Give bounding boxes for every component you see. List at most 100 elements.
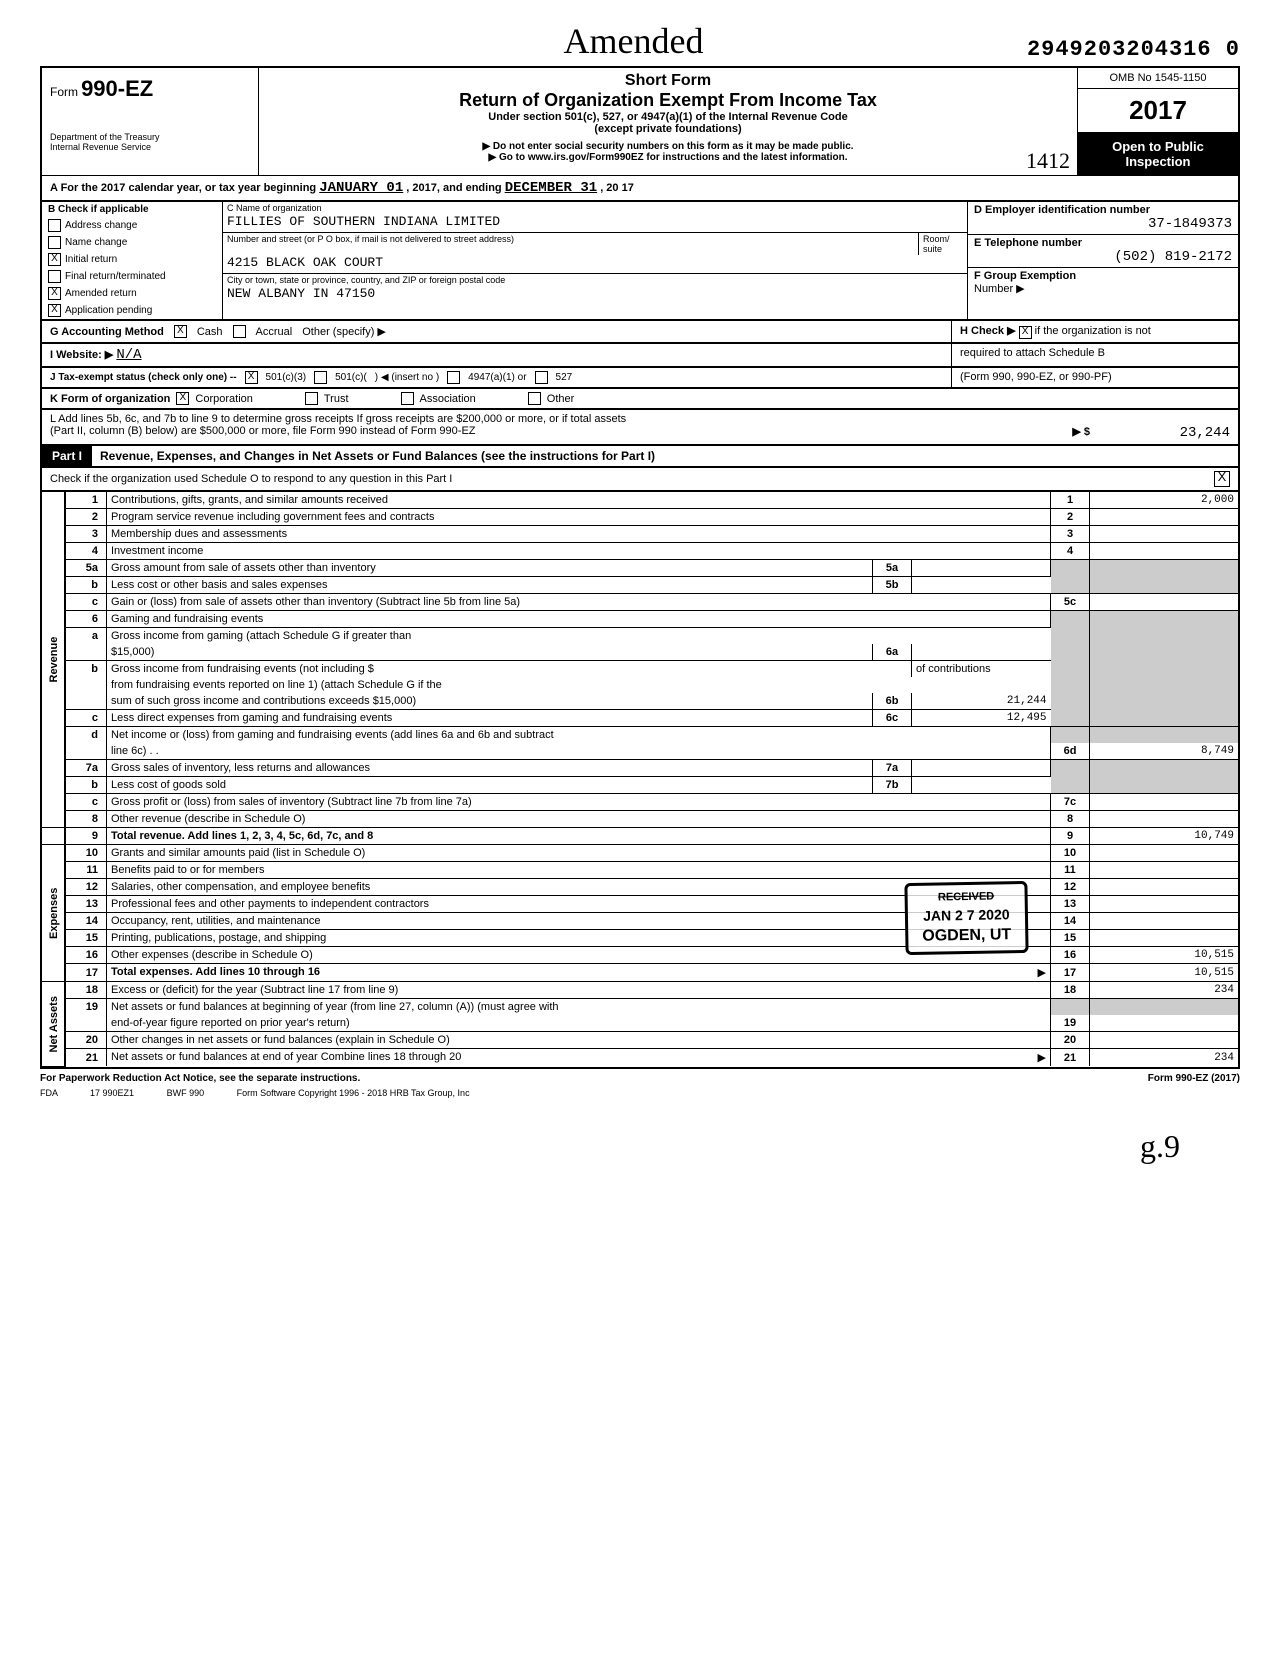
section-a: A For the 2017 calendar year, or tax yea… xyxy=(40,175,1240,202)
line-9-desc: Total revenue. Add lines 1, 2, 3, 4, 5c,… xyxy=(107,828,1051,845)
org-name-label: C Name of organization xyxy=(223,202,967,214)
line-6d-amt[interactable]: 8,749 xyxy=(1090,743,1239,760)
stamp-date: JAN 2 7 2020 xyxy=(922,906,1011,924)
label-other-org: Other xyxy=(547,393,575,405)
line-l-arrow: ▶ $ xyxy=(1072,425,1090,441)
part-1-table: Revenue 1Contributions, gifts, grants, a… xyxy=(42,492,1238,1067)
section-a-mid: , 2017, and ending xyxy=(406,182,501,194)
checkbox-final-return[interactable] xyxy=(48,270,61,283)
line-5a-desc: Gross amount from sale of assets other t… xyxy=(107,560,873,577)
line-6c-amt[interactable]: 12,495 xyxy=(912,710,1051,727)
line-1-amt[interactable]: 2,000 xyxy=(1090,492,1239,509)
line-19-desc2: end-of-year figure reported on prior yea… xyxy=(107,1015,1051,1032)
checkbox-h[interactable]: X xyxy=(1019,326,1032,339)
part-1-tag: Part I xyxy=(42,446,92,466)
line-10-desc: Grants and similar amounts paid (list in… xyxy=(107,845,1051,862)
checkbox-4947a1[interactable] xyxy=(447,371,460,384)
col-b-header: B Check if applicable xyxy=(42,202,222,217)
main-identity-grid: B Check if applicable Address change Nam… xyxy=(40,202,1240,321)
line-14-amt[interactable] xyxy=(1090,913,1239,930)
line-17-amt[interactable]: 10,515 xyxy=(1090,964,1239,982)
form-org-label: K Form of organization xyxy=(50,393,170,405)
line-4-amt[interactable] xyxy=(1090,543,1239,560)
checkbox-address-change[interactable] xyxy=(48,219,61,232)
checkbox-application-pending[interactable]: X xyxy=(48,304,61,317)
goto-instruction: ▶ Go to www.irs.gov/Form990EZ for instru… xyxy=(267,152,1069,163)
label-corporation: Corporation xyxy=(195,393,252,405)
checkbox-trust[interactable] xyxy=(305,392,318,405)
section-a-label: A For the 2017 calendar year, or tax yea… xyxy=(50,182,316,194)
line-6b-amt[interactable]: 21,244 xyxy=(912,693,1051,710)
checkbox-accrual[interactable] xyxy=(233,325,246,338)
checkbox-name-change[interactable] xyxy=(48,236,61,249)
org-name[interactable]: FILLIES OF SOUTHERN INDIANA LIMITED xyxy=(223,214,967,233)
fda: FDA xyxy=(40,1088,58,1098)
line-18-desc: Excess or (deficit) for the year (Subtra… xyxy=(107,982,1051,999)
line-10-amt[interactable] xyxy=(1090,845,1239,862)
line-3-amt[interactable] xyxy=(1090,526,1239,543)
line-7a-amt[interactable] xyxy=(912,760,1051,777)
line-13-amt[interactable] xyxy=(1090,896,1239,913)
line-6b-desc1: Gross income from fundraising events (no… xyxy=(111,663,374,675)
street-label: Number and street (or P O box, if mail i… xyxy=(223,233,918,245)
label-application-pending: Application pending xyxy=(65,305,152,316)
stamp-received-text: RECEIVED xyxy=(922,890,1011,904)
line-12-amt[interactable] xyxy=(1090,879,1239,896)
line-5c-amt[interactable] xyxy=(1090,594,1239,611)
checkbox-cash[interactable]: X xyxy=(174,325,187,338)
line-7b-desc: Less cost of goods sold xyxy=(107,777,873,794)
footer-bwf: BWF 990 xyxy=(167,1088,205,1098)
line-6c-desc: Less direct expenses from gaming and fun… xyxy=(107,710,873,727)
line-21-amt[interactable]: 234 xyxy=(1090,1049,1239,1067)
line-1-desc: Contributions, gifts, grants, and simila… xyxy=(107,492,1051,509)
ein-value[interactable]: 37-1849373 xyxy=(974,216,1232,232)
line-18-amt[interactable]: 234 xyxy=(1090,982,1239,999)
line-6a-amt[interactable] xyxy=(912,644,1051,661)
website-value[interactable]: N/A xyxy=(116,347,141,363)
city-state-zip[interactable]: NEW ALBANY IN 47150 xyxy=(223,286,967,304)
part-1-title: Revenue, Expenses, and Changes in Net As… xyxy=(92,449,655,463)
checkbox-association[interactable] xyxy=(401,392,414,405)
line-5b-amt[interactable] xyxy=(912,577,1051,594)
line-16-amt[interactable]: 10,515 xyxy=(1090,947,1239,964)
checkbox-501c3[interactable]: X xyxy=(245,371,258,384)
except-label: (except private foundations) xyxy=(267,123,1069,135)
line-6b-desc2: of contributions xyxy=(912,661,1051,678)
line-7c-amt[interactable] xyxy=(1090,794,1239,811)
checkbox-other-org[interactable] xyxy=(528,392,541,405)
open-public: Open to Public xyxy=(1084,139,1232,154)
line-l-value[interactable]: 23,244 xyxy=(1090,425,1230,441)
year-begin[interactable]: JANUARY 01 xyxy=(319,180,403,196)
label-initial-return: Initial return xyxy=(65,254,117,265)
line-8-desc: Other revenue (describe in Schedule O) xyxy=(107,811,1051,828)
line-15-amt[interactable] xyxy=(1090,930,1239,947)
line-2-amt[interactable] xyxy=(1090,509,1239,526)
phone-value[interactable]: (502) 819-2172 xyxy=(974,249,1232,265)
line-19-amt[interactable] xyxy=(1090,1015,1239,1032)
label-501c-insert: ) ◀ (insert no ) xyxy=(375,372,439,383)
h-text2: required to attach Schedule B xyxy=(952,344,1238,366)
label-other-method: Other (specify) ▶ xyxy=(302,325,386,338)
line-20-desc: Other changes in net assets or fund bala… xyxy=(107,1032,1051,1049)
checkbox-527[interactable] xyxy=(535,371,548,384)
label-association: Association xyxy=(420,393,476,405)
line-7b-amt[interactable] xyxy=(912,777,1051,794)
line-20-amt[interactable] xyxy=(1090,1032,1239,1049)
year-end[interactable]: DECEMBER 31 xyxy=(505,180,597,196)
checkbox-initial-return[interactable]: X xyxy=(48,253,61,266)
line-5a-amt[interactable] xyxy=(912,560,1051,577)
line-7c-desc: Gross profit or (loss) from sales of inv… xyxy=(107,794,1051,811)
line-6a-desc2: $15,000) xyxy=(107,644,873,661)
line-8-amt[interactable] xyxy=(1090,811,1239,828)
ein-label: D Employer identification number xyxy=(974,204,1232,216)
checkbox-amended-return[interactable]: X xyxy=(48,287,61,300)
line-6b-desc4: sum of such gross income and contributio… xyxy=(107,693,873,710)
line-9-amt[interactable]: 10,749 xyxy=(1090,828,1239,845)
line-11-amt[interactable] xyxy=(1090,862,1239,879)
checkbox-schedule-o[interactable]: X xyxy=(1214,471,1230,487)
checkbox-corporation[interactable]: X xyxy=(176,392,189,405)
checkbox-501c[interactable] xyxy=(314,371,327,384)
street-address[interactable]: 4215 BLACK OAK COURT xyxy=(223,255,967,274)
ssn-warning: ▶ Do not enter social security numbers o… xyxy=(267,141,1069,152)
line-21-desc: Net assets or fund balances at end of ye… xyxy=(111,1051,461,1063)
